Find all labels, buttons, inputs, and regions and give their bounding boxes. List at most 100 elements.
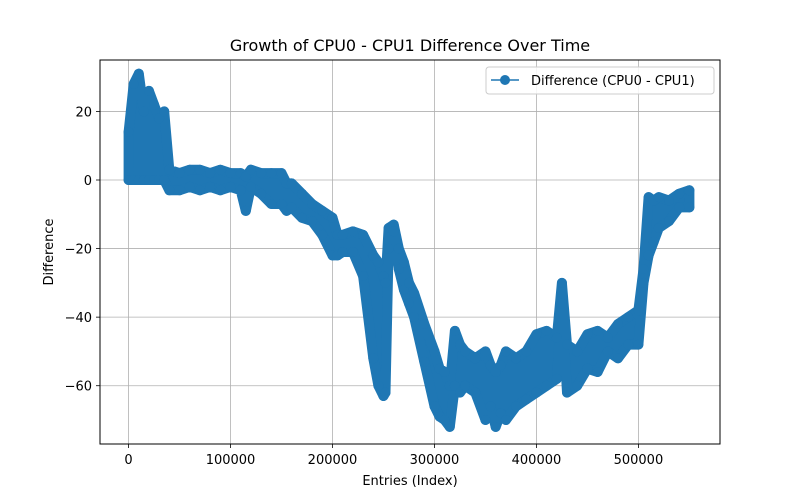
y-tick-label: −40 [65, 311, 92, 326]
data-point-min [664, 216, 675, 227]
data-point-min [205, 181, 216, 192]
y-tick-label: 0 [84, 174, 92, 189]
data-point-max [613, 319, 624, 329]
tick-layer: 0 100000 200000 300000 400000 500000 20 0 −20 −40… [65, 105, 664, 468]
data-point-min [393, 264, 404, 275]
data-point-max [429, 346, 440, 357]
data-point-min [159, 175, 170, 185]
data-point-max [500, 346, 511, 357]
data-point-min [495, 408, 506, 419]
data-point-min [633, 339, 644, 350]
data-point-max [485, 360, 496, 371]
y-tick-label: −60 [65, 380, 92, 395]
data-point-max [266, 168, 277, 179]
data-point-min [541, 380, 552, 391]
data-point-max [409, 288, 420, 299]
data-point-max [307, 199, 318, 209]
data-point-max [490, 367, 501, 377]
data-point-max [592, 325, 603, 336]
data-point-min [419, 356, 430, 367]
data-point-min [286, 202, 297, 213]
data-point-max [327, 212, 338, 223]
x-tick-label: 200000 [308, 453, 358, 468]
data-point-max [347, 226, 358, 237]
data-point-max [684, 185, 695, 196]
data-point-min [653, 223, 664, 233]
data-point-max [403, 277, 414, 288]
data-point-max [623, 312, 634, 323]
data-point-min [235, 185, 246, 196]
legend-box [485, 66, 715, 95]
data-point-max [439, 367, 450, 377]
data-point-min [444, 421, 455, 432]
data-point-min [383, 243, 394, 254]
data-point-min [276, 199, 287, 209]
data-point-max [245, 164, 256, 175]
data-point-min [556, 298, 567, 309]
x-tick-label: 100000 [206, 453, 256, 468]
chart-title: Growth of CPU0 - CPU1 Difference Over Ti… [230, 36, 590, 55]
data-point-max [296, 188, 307, 199]
data-point-min [358, 271, 369, 281]
legend: Difference (CPU0 - CPU1) [485, 66, 715, 95]
data-point-min [429, 401, 440, 412]
data-point-max [149, 99, 160, 110]
data-point-min [531, 387, 542, 398]
data-point-max [358, 229, 369, 240]
data-point-min [485, 401, 496, 412]
data-point-min [409, 312, 420, 323]
data-point-max [454, 339, 465, 350]
data-point-min [582, 363, 593, 374]
data-point-max [194, 164, 205, 175]
data-point-max [123, 127, 134, 137]
data-point-max [256, 168, 267, 179]
data-point-min [307, 216, 318, 227]
data-point-min [562, 387, 573, 398]
data-point-min [225, 181, 236, 192]
data-point-max [674, 188, 685, 199]
legend-marker [500, 75, 510, 85]
data-point-min [470, 387, 481, 398]
data-point-min [674, 202, 685, 213]
data-point-min [256, 188, 267, 199]
y-tick-label: 20 [75, 105, 92, 120]
data-point-min [266, 199, 277, 209]
data-point-max [143, 85, 154, 96]
data-point-max [449, 325, 460, 336]
data-point-min [500, 415, 511, 425]
x-tick-label: 400000 [512, 453, 562, 468]
y-axis-label: Difference [42, 218, 57, 285]
data-point-min [623, 339, 634, 350]
data-point-min [572, 380, 583, 391]
data-point-max [495, 360, 506, 371]
data-point-min [643, 250, 654, 261]
data-point-min [551, 373, 562, 384]
data-point-max [633, 305, 644, 316]
data-point-max [164, 164, 175, 175]
data-point-max [368, 250, 379, 261]
data-point-min [613, 353, 624, 364]
data-point-min [602, 346, 613, 357]
data-point-max [531, 329, 542, 340]
data-point-max [286, 178, 297, 189]
data-point-max [541, 325, 552, 336]
data-point-min [454, 387, 465, 398]
data-point-max [521, 346, 532, 357]
data-point-min [449, 380, 460, 391]
data-point-min [480, 415, 491, 425]
data-point-max [225, 168, 236, 179]
x-tick-label: 300000 [410, 453, 460, 468]
data-point-min [368, 353, 379, 364]
x-axis-label: Entries (Index) [362, 474, 457, 489]
data-point-max [373, 257, 384, 268]
data-point-max [398, 257, 409, 268]
data-point-max [276, 168, 287, 179]
data-point-min [511, 401, 522, 412]
data-point-min [240, 205, 251, 216]
data-point-max [653, 192, 664, 203]
data-point-max [664, 195, 675, 206]
data-point-min [184, 181, 195, 192]
data-point-max [582, 329, 593, 340]
data-point-min [490, 421, 501, 432]
